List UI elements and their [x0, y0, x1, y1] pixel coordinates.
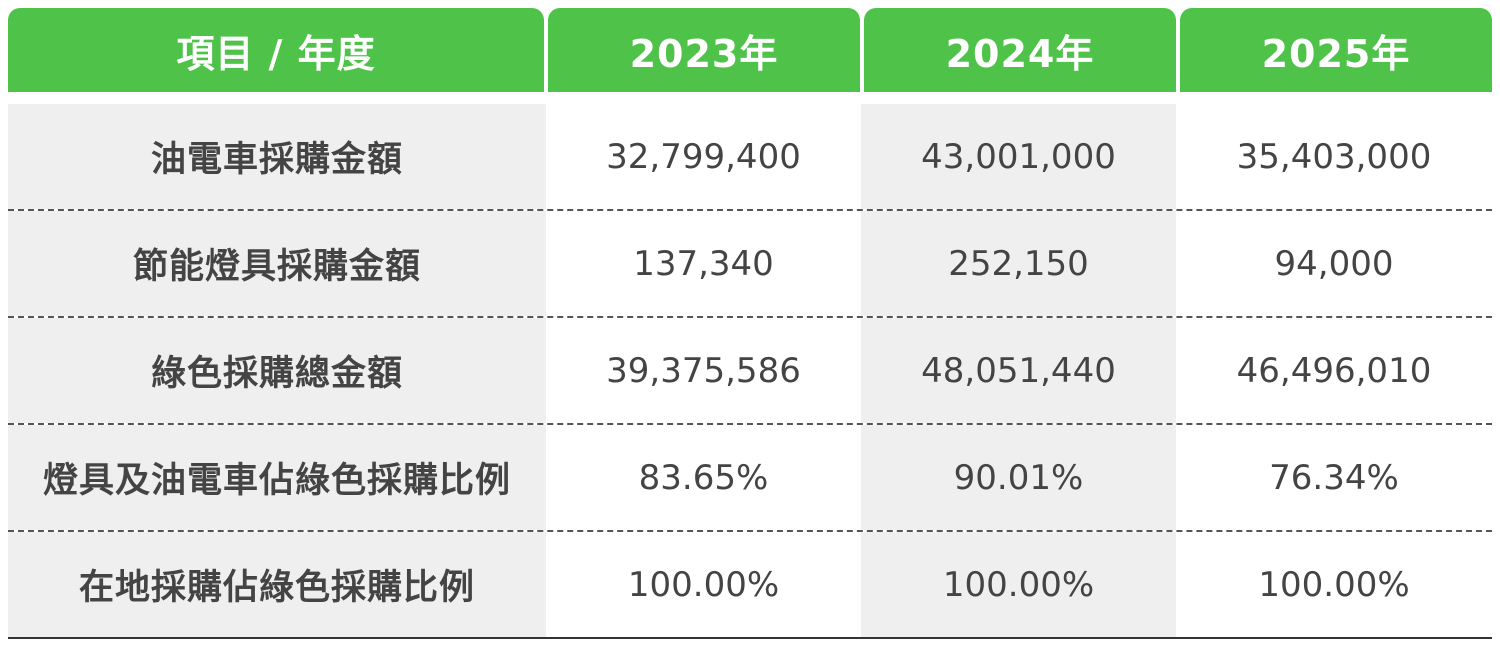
cell-2025: 35,403,000	[1236, 136, 1432, 177]
cell-2024: 100.00%	[861, 532, 1176, 637]
cell-2023: 137,340	[633, 243, 774, 284]
cell-2025: 94,000	[1274, 243, 1394, 284]
header-year-2024: 2024年	[864, 8, 1176, 92]
cell-2024: 43,001,000	[861, 104, 1176, 209]
row-label: 在地採購佔綠色採購比例	[8, 532, 546, 637]
table-row: 節能燈具採購金額 137,340 252,150 94,000	[8, 211, 1492, 318]
cell-2023: 39,375,586	[606, 350, 801, 391]
header-spacer	[8, 92, 1492, 104]
cell-2023: 83.65%	[638, 457, 769, 498]
green-procurement-table: 項目 / 年度 2023年 2024年 2025年 油電車採購金額 32,799…	[8, 8, 1492, 639]
row-label: 燈具及油電車佔綠色採購比例	[8, 425, 546, 530]
table-row: 綠色採購總金額 39,375,586 48,051,440 46,496,010	[8, 318, 1492, 425]
row-label: 節能燈具採購金額	[8, 211, 546, 316]
header-year-2025: 2025年	[1180, 8, 1492, 92]
table-row: 燈具及油電車佔綠色採購比例 83.65% 90.01% 76.34%	[8, 425, 1492, 532]
header-item-year: 項目 / 年度	[8, 8, 544, 92]
row-label: 油電車採購金額	[8, 104, 546, 209]
cell-2024: 48,051,440	[861, 318, 1176, 423]
header-year-2023: 2023年	[548, 8, 860, 92]
row-label: 綠色採購總金額	[8, 318, 546, 423]
cell-2025: 100.00%	[1258, 564, 1410, 605]
table-header-row: 項目 / 年度 2023年 2024年 2025年	[8, 8, 1492, 92]
cell-2025: 46,496,010	[1236, 350, 1432, 391]
table-row: 油電車採購金額 32,799,400 43,001,000 35,403,000	[8, 104, 1492, 211]
cell-2023: 100.00%	[627, 564, 780, 605]
table-row: 在地採購佔綠色採購比例 100.00% 100.00% 100.00%	[8, 532, 1492, 639]
cell-2023: 32,799,400	[606, 136, 801, 177]
cell-2024: 252,150	[861, 211, 1176, 316]
cell-2024: 90.01%	[861, 425, 1176, 530]
cell-2025: 76.34%	[1269, 457, 1399, 498]
